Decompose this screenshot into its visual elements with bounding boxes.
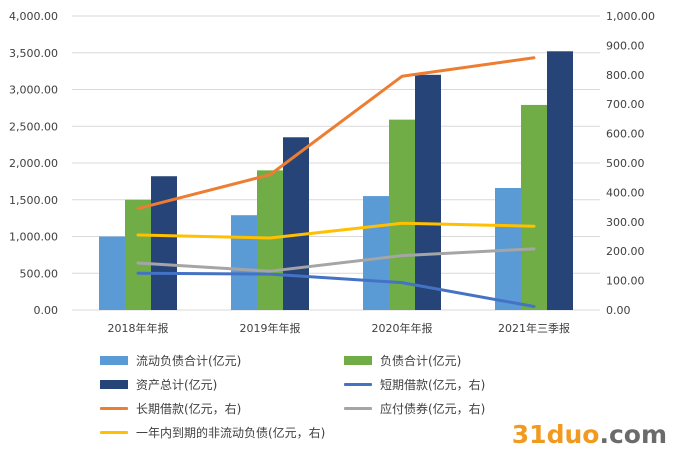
legend-label: 资产总计(亿元)	[136, 378, 218, 392]
legend-label: 长期借款(亿元，右)	[136, 402, 242, 416]
bar	[283, 137, 309, 310]
y-right-tick-label: 500.00	[606, 157, 645, 170]
y-left-tick-label: 2,500.00	[9, 120, 58, 133]
y-right-tick-label: 1,000.00	[606, 10, 655, 23]
watermark-logo: 31duo.com	[512, 420, 667, 449]
legend-item-bonds-payable: 应付债券(亿元，右)	[344, 400, 485, 417]
legend-label: 流动负债合计(亿元)	[136, 354, 242, 368]
legend-swatch	[100, 380, 128, 389]
y-right-tick-label: 700.00	[606, 98, 645, 111]
y-right-tick-label: 400.00	[606, 186, 645, 199]
x-tick-label: 2018年年报	[108, 321, 169, 335]
bar	[151, 176, 177, 310]
bar	[125, 199, 151, 310]
series-line	[136, 221, 536, 240]
bar	[363, 196, 389, 310]
y-right-tick-label: 600.00	[606, 128, 645, 141]
y-left-tick-label: 3,500.00	[9, 47, 58, 60]
watermark-part2: .com	[599, 420, 667, 449]
bar	[521, 104, 547, 310]
y-right-tick-label: 900.00	[606, 39, 645, 52]
series-line	[136, 56, 536, 211]
bar	[99, 236, 125, 310]
legend-swatch	[100, 356, 128, 365]
watermark-part1: 31duo	[511, 420, 600, 449]
series-line	[136, 271, 536, 308]
x-tick-label: 2020年年报	[372, 321, 433, 335]
bar	[547, 51, 573, 310]
legend-item-current-portion-noncurrent: 一年内到期的非流动负债(亿元，右)	[100, 424, 325, 441]
bar	[389, 119, 415, 310]
series-line	[136, 247, 536, 273]
y-left-tick-label: 500.00	[20, 267, 59, 280]
legend-item-short-term-borrowing: 短期借款(亿元，右)	[344, 376, 485, 393]
bar	[257, 170, 283, 310]
x-tick-label: 2021年三季报	[498, 321, 570, 335]
legend-label: 负债合计(亿元)	[380, 354, 462, 368]
x-tick-label: 2019年年报	[240, 321, 301, 335]
legend-label: 应付债券(亿元，右)	[380, 402, 486, 416]
legend-item-current-liabilities: 流动负债合计(亿元)	[100, 352, 241, 369]
legend-swatch	[344, 383, 372, 386]
legend-swatch	[344, 356, 372, 365]
legend-swatch	[344, 407, 372, 410]
y-left-tick-label: 1,000.00	[9, 231, 58, 244]
legend-label: 一年内到期的非流动负债(亿元，右)	[136, 426, 326, 440]
y-left-tick-label: 3,000.00	[9, 84, 58, 97]
y-left-tick-label: 2,000.00	[9, 157, 58, 170]
legend-item-long-term-borrowing: 长期借款(亿元，右)	[100, 400, 241, 417]
bar	[231, 215, 257, 310]
y-left-tick-label: 1,500.00	[9, 194, 58, 207]
legend-item-total-assets: 资产总计(亿元)	[100, 376, 217, 393]
y-right-tick-label: 800.00	[606, 69, 645, 82]
y-right-tick-label: 100.00	[606, 275, 645, 288]
y-left-tick-label: 4,000.00	[9, 10, 58, 23]
legend-label: 短期借款(亿元，右)	[380, 378, 486, 392]
legend-item-total-liabilities: 负债合计(亿元)	[344, 352, 461, 369]
legend-swatch	[100, 431, 128, 434]
y-right-tick-label: 300.00	[606, 216, 645, 229]
y-right-tick-label: 0.00	[606, 304, 631, 317]
y-left-tick-label: 0.00	[34, 304, 59, 317]
legend-swatch	[100, 407, 128, 410]
bar	[415, 74, 441, 310]
y-right-tick-label: 200.00	[606, 245, 645, 258]
